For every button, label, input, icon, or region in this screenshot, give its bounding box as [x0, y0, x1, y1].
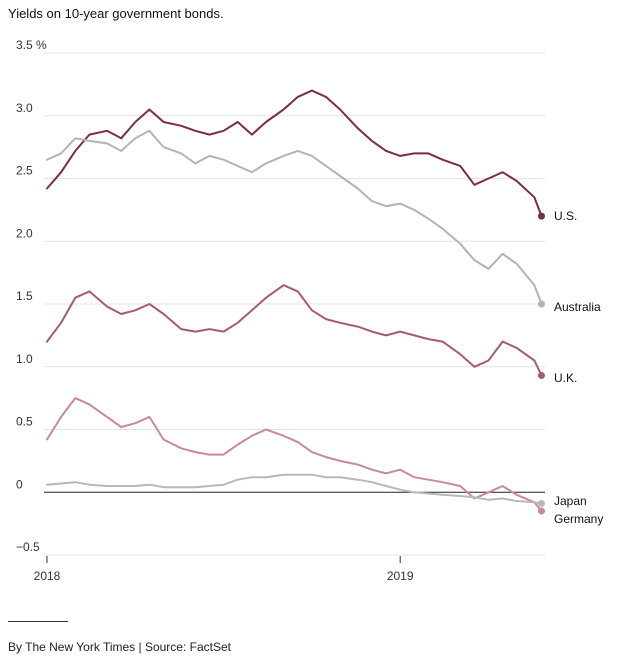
series-end-dot-japan: [537, 500, 545, 508]
y-tick-label: 2.0: [16, 226, 33, 240]
series-label-uk: U.K.: [554, 371, 577, 385]
x-tick-label: 2018: [34, 569, 61, 583]
y-tick-label: −0.5: [16, 540, 40, 554]
series-end-dot-australia: [537, 300, 545, 308]
series-label-germany: Germany: [554, 512, 603, 526]
series-labels: U.S. Australia U.K. Germany Japan: [554, 209, 603, 526]
x-axis: 2018 2019: [34, 556, 414, 583]
series-line-japan: [46, 473, 543, 505]
y-tick-label: 3.0: [16, 101, 33, 115]
series-line-uk: [46, 284, 543, 377]
footer-rule: [8, 621, 68, 622]
chart-subtitle: Yields on 10-year government bonds.: [8, 6, 224, 21]
series-label-us: U.S.: [554, 209, 577, 223]
series-line-us: [46, 89, 543, 218]
y-tick-label: 1.0: [16, 352, 33, 366]
y-tick-label: 2.5: [16, 164, 33, 178]
series-label-australia: Australia: [554, 300, 601, 314]
y-tick-label: 1.5: [16, 289, 33, 303]
grid-lines: [44, 52, 545, 556]
y-tick-label: 0: [16, 477, 23, 491]
series-end-dot-germany: [537, 507, 545, 515]
series-line-australia: [46, 129, 543, 305]
series-label-japan: Japan: [554, 494, 587, 508]
x-tick-label: 2019: [387, 569, 414, 583]
credit-line: By The New York Times | Source: FactSet: [8, 640, 231, 654]
series-end-dot-us: [537, 212, 545, 220]
y-axis-tick-labels: 3.5 % 3.0 2.5 2.0 1.5 1.0 0.5 0 −0.5: [16, 38, 47, 554]
line-chart: 3.5 % 3.0 2.5 2.0 1.5 1.0 0.5 0 −0.5 2018 2019 U.…: [16, 38, 603, 583]
y-tick-label: 0.5: [16, 415, 33, 429]
series-end-dot-uk: [537, 372, 545, 380]
series-line-germany: [46, 397, 543, 513]
series-lines: [46, 89, 545, 515]
y-tick-label: 3.5 %: [16, 38, 47, 52]
